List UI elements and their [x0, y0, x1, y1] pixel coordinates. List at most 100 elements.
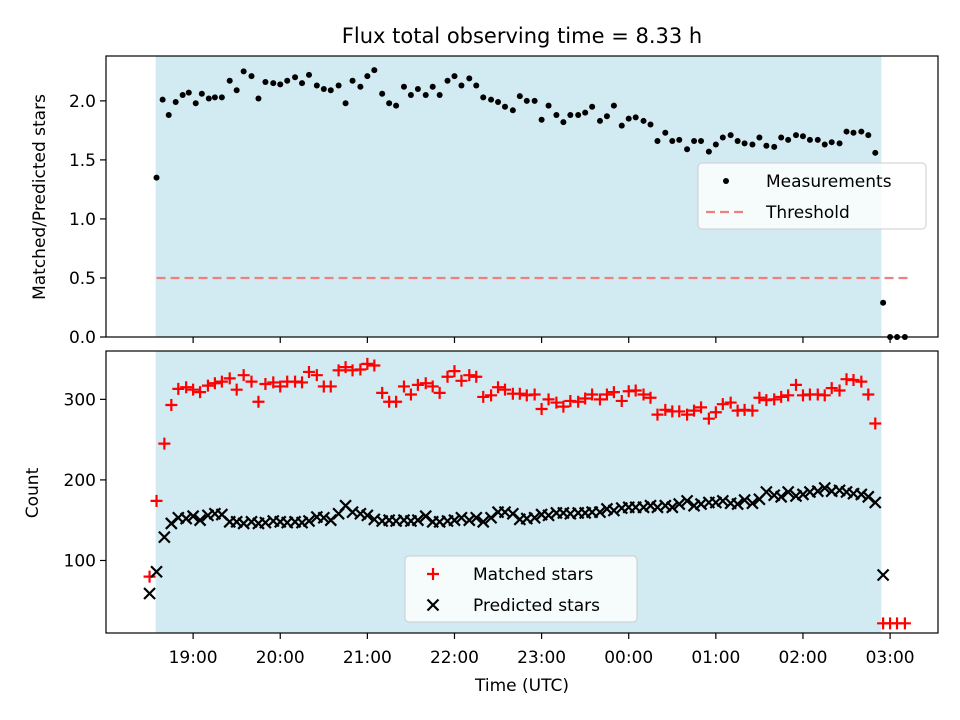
matched-star-point: [535, 403, 548, 416]
measurement-point: [233, 87, 240, 94]
bottom-x-tick-label: 20:00: [256, 648, 305, 668]
matched-star-point: [702, 412, 715, 425]
matched-star-point: [252, 395, 265, 408]
matched-star-point: [143, 570, 156, 583]
measurement-point: [299, 80, 306, 87]
measurement-point: [698, 138, 705, 145]
predicted-star-point: [455, 511, 468, 525]
matched-star-point: [390, 395, 403, 408]
measurement-point: [880, 299, 887, 306]
measurement-point: [313, 82, 320, 89]
matched-star-point: [267, 376, 280, 389]
top-panel: 0.0 0.5 1.0 1.5 2.0 Measurements Threshold: [69, 55, 939, 348]
measurement-point: [284, 77, 291, 84]
matched-star-point: [775, 390, 788, 403]
top-y-tick-label: 1.0: [69, 210, 96, 230]
matched-star-point: [332, 364, 345, 377]
measurement-point: [603, 113, 610, 120]
measurement-point: [749, 141, 756, 148]
predicted-star-point: [876, 568, 890, 582]
predicted-star-point: [476, 515, 490, 529]
measurement-point: [320, 86, 327, 93]
measurement-point: [865, 132, 872, 139]
matched-star-point: [194, 386, 207, 399]
measurement-point: [872, 149, 879, 156]
predicted-star-point: [302, 514, 316, 528]
predicted-star-point: [738, 493, 751, 507]
bottom-panel: 100 200 300 19:00 20:00 21:00 22:00 23:00 00:00 0…: [64, 350, 939, 668]
matched-star-point: [180, 381, 193, 394]
measurement-point: [205, 95, 212, 102]
measurement-point: [335, 82, 342, 89]
matched-star-point: [528, 388, 541, 401]
matched-star-point: [296, 376, 309, 389]
measurement-point: [538, 116, 545, 123]
predicted-star-point: [672, 497, 686, 511]
predicted-star-point: [448, 513, 461, 527]
matched-star-point: [215, 375, 228, 388]
measurement-point: [778, 134, 785, 141]
matched-star-point: [237, 369, 250, 382]
measurement-point: [582, 109, 589, 116]
matched-star-point: [426, 380, 439, 393]
measurement-point: [610, 102, 617, 109]
matched-star-point: [259, 378, 272, 391]
matched-star-point: [499, 383, 512, 396]
measurement-point: [379, 90, 386, 97]
measurement-point: [165, 112, 172, 119]
matched-star-point: [542, 393, 555, 406]
measurement-point: [153, 174, 160, 181]
top-y-axis-label: Matched/Predicted stars: [30, 94, 50, 300]
matched-star-point: [847, 374, 860, 387]
predicted-star-point: [463, 513, 476, 527]
predicted-star-point: [179, 512, 193, 525]
measurement-point: [654, 138, 661, 145]
measurement-point: [516, 93, 523, 100]
top-y-tick-label: 0.5: [69, 269, 96, 289]
matched-star-point: [855, 375, 868, 388]
measurement-point: [327, 87, 334, 94]
measurement-point: [858, 128, 865, 135]
matched-star-point: [833, 384, 846, 397]
measurement-point: [305, 71, 312, 78]
matched-star-point: [753, 391, 766, 404]
measurement-point: [218, 94, 225, 101]
measurement-point: [662, 129, 669, 136]
matched-star-point: [513, 387, 526, 400]
measurement-point: [669, 138, 676, 145]
measurement-point: [618, 122, 625, 129]
matched-star-point: [470, 370, 483, 383]
measurement-point: [422, 91, 429, 98]
matched-star-point: [492, 381, 505, 394]
top-y-tick-label: 2.0: [69, 92, 96, 112]
bottom-x-tick-label: 03:00: [866, 648, 915, 668]
bottom-y-tick-label: 200: [64, 471, 96, 491]
predicted-star-point: [680, 494, 694, 508]
top-y-tick-label: 1.5: [69, 151, 96, 171]
matched-star-point: [485, 389, 498, 402]
measurement-point: [691, 138, 698, 145]
matched-star-point: [586, 388, 599, 401]
predicted-star-point: [731, 497, 744, 511]
measurement-point: [451, 73, 458, 80]
matched-star-point: [579, 392, 592, 405]
matched-star-point: [681, 408, 694, 421]
matched-star-point: [477, 390, 490, 403]
measurement-point: [676, 136, 683, 143]
matched-star-point: [165, 398, 178, 411]
bottom-x-tick-label: 23:00: [517, 648, 566, 668]
matched-star-point: [615, 394, 628, 407]
measurement-point: [712, 141, 719, 148]
measurement-point: [806, 136, 813, 143]
matched-star-point: [448, 365, 461, 378]
measurement-point: [560, 119, 567, 126]
measurement-point: [211, 94, 218, 101]
measurement-point: [771, 143, 778, 150]
measurement-point: [531, 97, 538, 104]
matched-star-point: [593, 393, 606, 406]
measurement-point: [632, 114, 639, 121]
measurement-point: [821, 141, 828, 148]
matched-star-point: [404, 388, 417, 401]
measurement-point: [814, 136, 821, 143]
measurement-point: [371, 67, 378, 74]
